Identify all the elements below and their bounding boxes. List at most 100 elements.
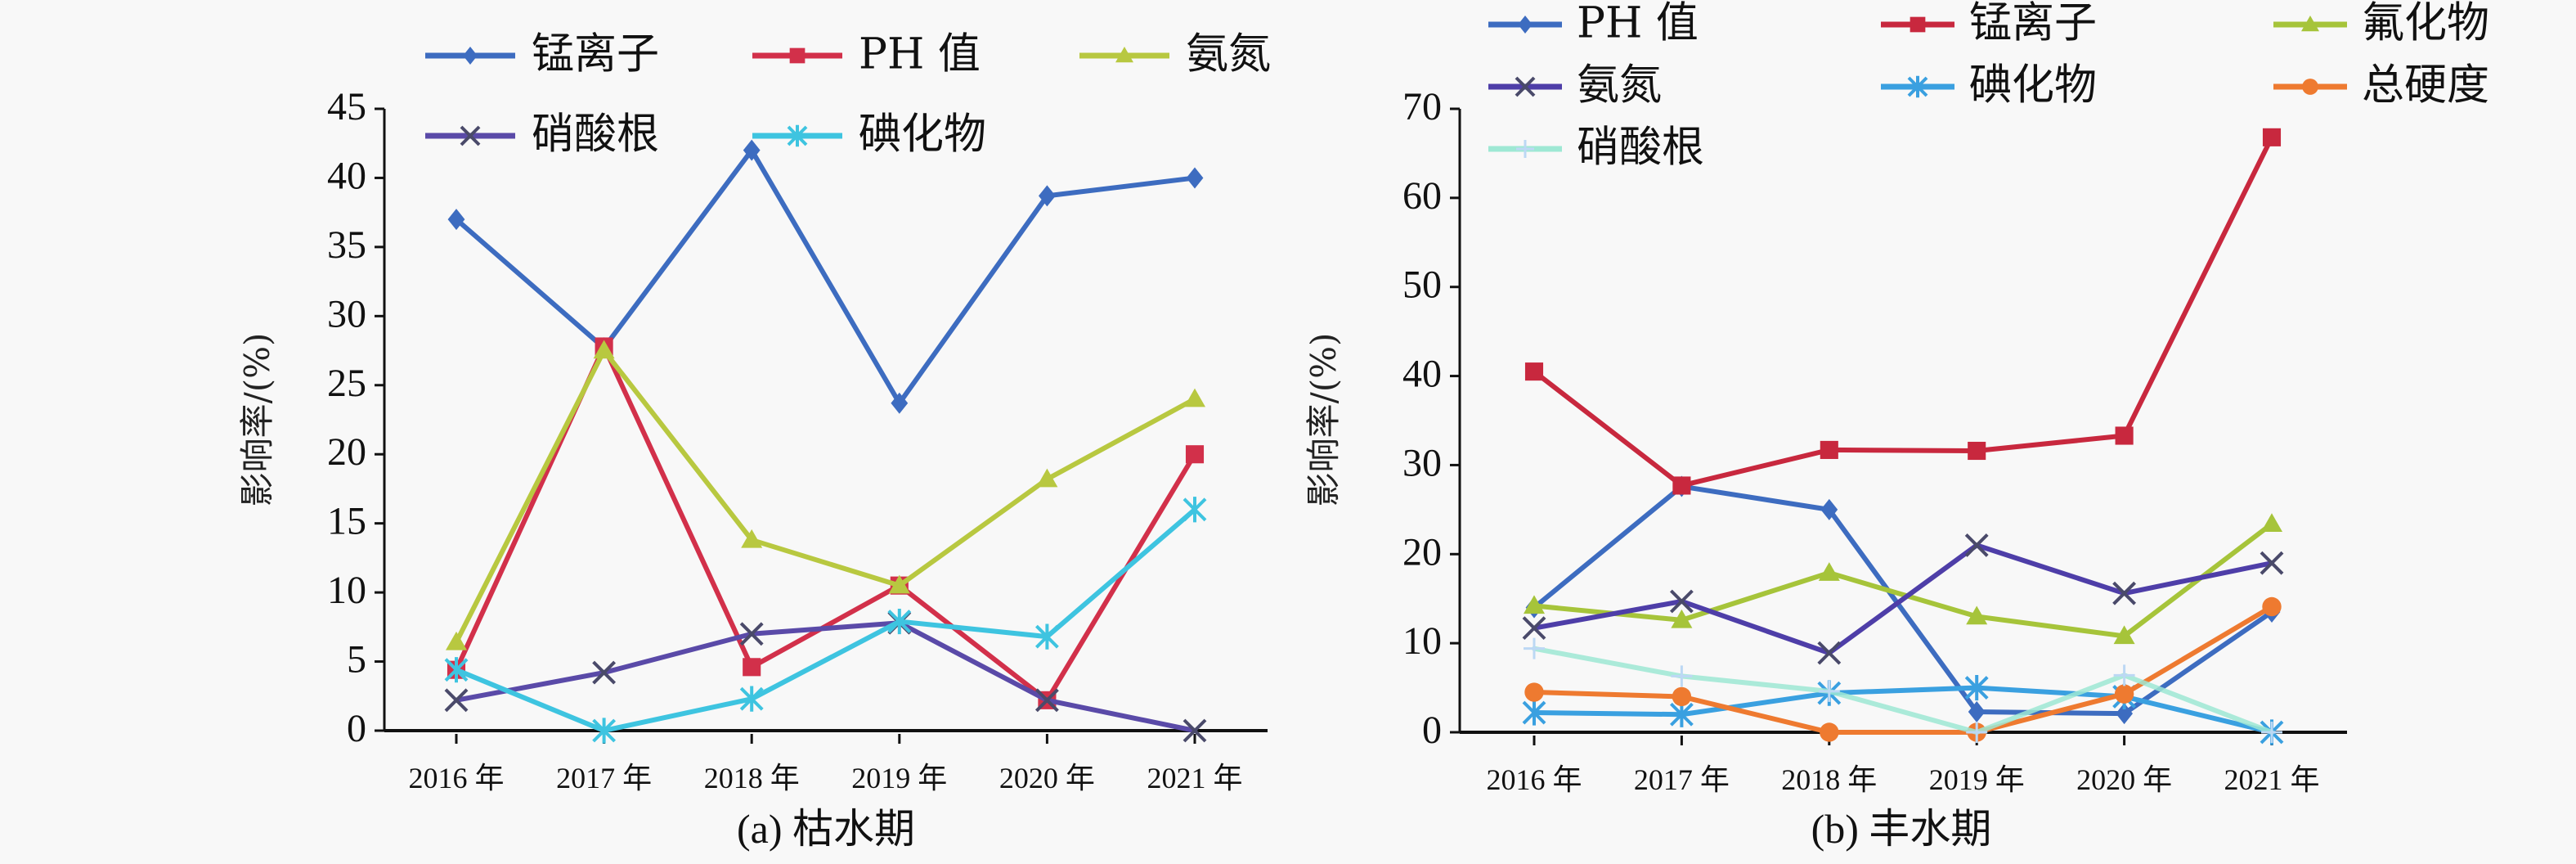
data-point <box>1964 533 1989 557</box>
legend-item: 总硬度 <box>2273 61 2489 110</box>
data-point <box>1034 688 1059 713</box>
data-point <box>2261 513 2282 533</box>
data-point <box>1183 718 1207 743</box>
data-point <box>1968 441 1986 461</box>
legend-label: 锰离子 <box>1969 0 2097 48</box>
data-point <box>1968 700 1986 722</box>
axes: 0 10 20 30 40 50 60 70 2016 年 2017 年 2018 年 2019 年 2… <box>1402 85 2347 796</box>
panel-caption: (b) 丰水期 <box>1811 806 1992 852</box>
x-tick-label: 2020 年 <box>999 762 1095 794</box>
legend-label: 总硬度 <box>2362 61 2489 110</box>
data-point <box>1524 637 1545 659</box>
series-line <box>454 344 1197 703</box>
y-tick-label: 35 <box>327 223 366 267</box>
series-line <box>1532 685 2274 735</box>
data-point <box>2260 551 2284 575</box>
y-tick-label: 0 <box>1422 709 1442 752</box>
data-point <box>1966 605 1988 625</box>
series-line <box>1532 604 2274 735</box>
axes: 0 5 10 15 20 25 30 35 40 45 2016 年 2017 年 2018 年 2019… <box>327 85 1268 794</box>
data-point <box>888 574 910 594</box>
y-tick-label: 45 <box>327 85 366 128</box>
data-point <box>592 660 617 685</box>
x-tick-label: 2017 年 <box>556 762 652 794</box>
series-line <box>1532 484 2274 717</box>
data-point <box>1818 680 1840 702</box>
y-axis-title: 影响率/(%) <box>237 333 277 507</box>
legend-label: 氨氮 <box>1186 30 1271 79</box>
data-point <box>1524 595 1545 614</box>
data-point <box>1671 665 1693 687</box>
series-line <box>454 348 1197 645</box>
data-point <box>741 529 763 548</box>
legend-label: PH 值 <box>859 30 981 79</box>
data-point <box>743 139 761 161</box>
x-tick-label: 2018 年 <box>704 762 800 794</box>
data-point <box>1818 562 1840 581</box>
data-point <box>891 392 909 414</box>
legend-marker-icon <box>1516 140 1534 158</box>
series-3 <box>1522 533 2284 665</box>
data-point <box>2113 664 2135 686</box>
series-line <box>1532 134 2274 488</box>
data-point <box>1964 674 1989 701</box>
series-line <box>454 620 1197 733</box>
data-point <box>1966 722 1988 743</box>
legend-marker-icon <box>2302 79 2318 95</box>
legend-item: 氟化物 <box>2273 0 2489 48</box>
legend-item: 硝酸根 <box>1488 124 1704 173</box>
data-point <box>447 209 465 231</box>
series-3 <box>444 610 1207 743</box>
data-point <box>887 608 912 635</box>
y-tick-label: 40 <box>327 154 366 197</box>
legend-marker-icon <box>460 125 481 146</box>
x-tick-label: 2021 年 <box>2224 763 2319 796</box>
series-1 <box>1524 128 2282 495</box>
data-point <box>2262 128 2282 146</box>
data-point <box>1817 641 1842 665</box>
data-point <box>446 631 467 650</box>
legend-marker-icon <box>1518 16 1533 34</box>
y-axis-title: 影响率/(%) <box>1304 333 1344 507</box>
data-point <box>1669 589 1694 614</box>
y-tick-label: 10 <box>327 569 366 612</box>
data-point <box>1820 722 1839 742</box>
legend-item: 氨氮 <box>1079 30 1271 79</box>
series-line <box>1532 542 2274 656</box>
legend-label: 锰离子 <box>532 30 659 79</box>
panel-caption: (a) 枯水期 <box>737 806 915 852</box>
legend-item: 锰离子 <box>1881 0 2097 48</box>
y-tick-label: 70 <box>1402 85 1442 128</box>
legend-label: PH 值 <box>1577 0 1699 48</box>
x-tick-label: 2016 年 <box>408 762 504 794</box>
data-point <box>1186 167 1204 189</box>
panel-a-dry-season: 影响率/(%) 0 5 10 15 20 25 30 35 40 45 2016 年 2017 年 20… <box>237 30 1271 853</box>
data-point <box>2262 596 2282 617</box>
data-point <box>1524 682 1544 702</box>
legend-marker-icon <box>789 47 806 64</box>
x-tick-label: 2016 年 <box>1486 763 1582 796</box>
y-tick-label: 0 <box>347 707 366 750</box>
y-tick-label: 10 <box>1402 619 1442 663</box>
data-point <box>1672 476 1691 495</box>
data-point <box>444 657 469 683</box>
legend-marker-icon <box>1115 47 1133 63</box>
legend-label: 氨氮 <box>1577 61 1662 110</box>
data-point <box>1034 623 1059 650</box>
series-5 <box>1524 596 2282 742</box>
y-tick-label: 50 <box>1402 263 1442 307</box>
data-point <box>2261 722 2282 743</box>
y-tick-label: 25 <box>327 362 366 405</box>
data-point <box>592 718 617 744</box>
series-lines <box>1522 128 2284 745</box>
data-point <box>1524 362 1544 381</box>
x-tick-label: 2021 年 <box>1147 762 1242 794</box>
data-point <box>1183 497 1207 523</box>
x-tick-label: 2020 年 <box>2076 763 2172 796</box>
data-point <box>743 658 761 677</box>
legend-marker-icon <box>463 47 478 65</box>
data-point <box>1672 686 1692 707</box>
x-tick-label: 2017 年 <box>1634 763 1730 796</box>
